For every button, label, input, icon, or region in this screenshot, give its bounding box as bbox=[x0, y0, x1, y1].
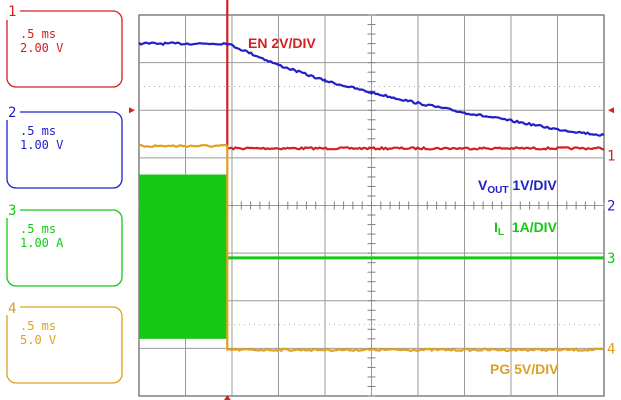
trace-label-pg: PG 5V/DIV bbox=[490, 361, 559, 377]
trace-label-vout-main: V bbox=[478, 177, 488, 193]
channel-1-scale: 2.00 V bbox=[20, 41, 63, 55]
trace-ch4 bbox=[138, 143, 605, 352]
channel-4-timebase: .5 ms bbox=[20, 319, 56, 333]
trace-label-vout: VOUT 1V/DIV bbox=[478, 177, 557, 196]
channel-1-number: 1 bbox=[8, 4, 16, 20]
channel-3-readout: 3 .5 ms 1.00 A bbox=[4, 202, 123, 287]
trigger-level-left-icon bbox=[129, 107, 135, 114]
channel-1-timebase: .5 ms bbox=[20, 27, 56, 41]
channel-1-box bbox=[6, 10, 123, 88]
channel-3-box bbox=[6, 209, 123, 287]
channel-4-scale: 5.0 V bbox=[20, 333, 56, 347]
trace-label-il-rest: 1A/DIV bbox=[504, 219, 558, 235]
trace-il-switching-band bbox=[139, 174, 228, 339]
markers: 1 2 3 4 bbox=[129, 107, 615, 400]
channel-4-number: 4 bbox=[8, 301, 16, 317]
channel-3-number: 3 bbox=[8, 203, 16, 219]
channel-4-box bbox=[6, 306, 123, 384]
channel-2-box bbox=[6, 111, 123, 189]
trace-labels: EN 2V/DIV VOUT 1V/DIV IL 1A/DIV PG 5V/DI… bbox=[248, 35, 559, 377]
trace-label-il-main: I bbox=[494, 219, 498, 235]
traces bbox=[138, 0, 605, 352]
channel-2-number: 2 bbox=[8, 105, 16, 121]
channel-1-readout: 1 .5 ms 2.00 V bbox=[4, 4, 123, 88]
channel-1-ground-marker: 1 bbox=[607, 148, 615, 164]
channel-2-timebase: .5 ms bbox=[20, 124, 56, 138]
channel-4-readout: 4 .5 ms 5.0 V bbox=[4, 299, 123, 384]
trace-label-vout-rest: 1V/DIV bbox=[508, 177, 557, 193]
channel-2-scale: 1.00 V bbox=[20, 138, 63, 152]
trigger-position-icon bbox=[224, 395, 231, 400]
trace-ch1 bbox=[226, 0, 605, 151]
trace-label-il-sub: L bbox=[498, 227, 504, 238]
trace-ch2 bbox=[138, 41, 605, 137]
channel-3-scale: 1.00 A bbox=[20, 236, 64, 250]
channel-4-ground-marker: 4 bbox=[607, 341, 615, 357]
channel-2-ground-marker: 2 bbox=[607, 199, 615, 215]
channel-3-ground-marker: 3 bbox=[607, 251, 615, 267]
trigger-level-right-icon bbox=[608, 107, 614, 114]
channel-3-timebase: .5 ms bbox=[20, 222, 56, 236]
trace-label-en: EN 2V/DIV bbox=[248, 35, 316, 51]
trace-label-vout-sub: OUT bbox=[487, 185, 508, 196]
channel-2-readout: 2 .5 ms 1.00 V bbox=[4, 104, 123, 189]
trace-label-il: IL 1A/DIV bbox=[494, 219, 558, 238]
